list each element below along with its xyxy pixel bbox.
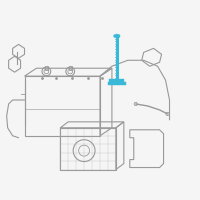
Polygon shape bbox=[114, 34, 120, 38]
Bar bbox=[109, 79, 124, 84]
Bar bbox=[108, 82, 126, 85]
Bar bbox=[45, 66, 48, 70]
Bar bbox=[69, 66, 72, 70]
